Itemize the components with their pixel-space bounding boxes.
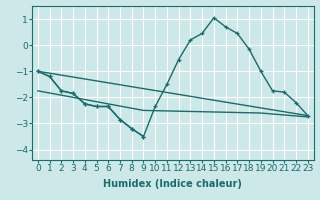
X-axis label: Humidex (Indice chaleur): Humidex (Indice chaleur) (103, 179, 242, 189)
